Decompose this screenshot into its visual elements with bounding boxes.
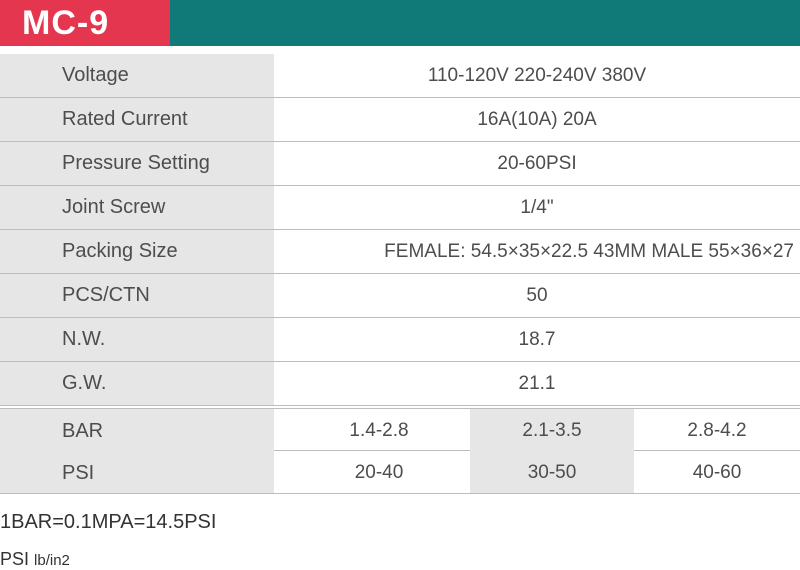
spec-row-pressure-setting: Pressure Setting 20-60PSI [0,142,800,186]
spec-label: PCS/CTN [0,274,274,317]
conversion-note: 1BAR=0.1MPA=14.5PSI [0,511,217,533]
pressure-cell: 30-50 [470,451,634,493]
spec-value: 16A(10A) 20A [477,109,597,130]
spec-label: N.W. [0,318,274,361]
pressure-cell: 40-60 [692,462,742,483]
spec-value: 50 [526,285,548,306]
spec-label: G.W. [0,362,274,405]
spec-label: Rated Current [0,98,274,141]
spec-row-joint-screw: Joint Screw 1/4" [0,186,800,230]
pressure-cell: 2.1-3.5 [470,409,634,451]
unit-main: PSI [0,549,30,569]
spec-row-packing-size: Packing Size FEMALE: 54.5×35×22.5 43MM M… [0,230,800,274]
spec-label: Joint Screw [0,186,274,229]
spec-row-gross-weight: G.W. 21.1 [0,362,800,406]
pressure-label: PSI [0,451,274,493]
spec-value: 18.7 [518,329,556,350]
pressure-cell: 2.8-4.2 [687,420,747,441]
spec-value: 21.1 [518,373,556,394]
spec-value: 1/4" [520,197,554,218]
spec-label: Voltage [0,54,274,97]
spec-row-rated-current: Rated Current 16A(10A) 20A [0,98,800,142]
unit-note: PSI lb/in2 [0,549,70,570]
pressure-cell: 20-40 [354,462,404,483]
pressure-label: BAR [0,409,274,451]
spec-value: FEMALE: 54.5×35×22.5 43MM MALE 55×36×27 [384,241,794,262]
spec-value: 110-120V 220-240V 380V [427,65,647,86]
pressure-cell: 1.4-2.8 [349,420,409,441]
header-bar: MC-9 [0,0,800,46]
spec-label: Pressure Setting [0,142,274,185]
spec-table: Voltage 110-120V 220-240V 380V Rated Cur… [0,54,800,406]
model-badge: MC-9 [0,0,170,46]
spec-label: Packing Size [0,230,274,273]
pressure-row-bar: BAR 1.4-2.8 2.1-3.5 2.8-4.2 [0,408,800,451]
spec-row-net-weight: N.W. 18.7 [0,318,800,362]
unit-sub: lb/in2 [34,552,70,569]
spec-value: 20-60PSI [497,153,577,174]
pressure-row-psi: PSI 20-40 30-50 40-60 [0,451,800,494]
spec-row-pcs-ctn: PCS/CTN 50 [0,274,800,318]
pressure-table: BAR 1.4-2.8 2.1-3.5 2.8-4.2 PSI 20-40 30… [0,408,800,494]
spec-row-voltage: Voltage 110-120V 220-240V 380V [0,54,800,98]
